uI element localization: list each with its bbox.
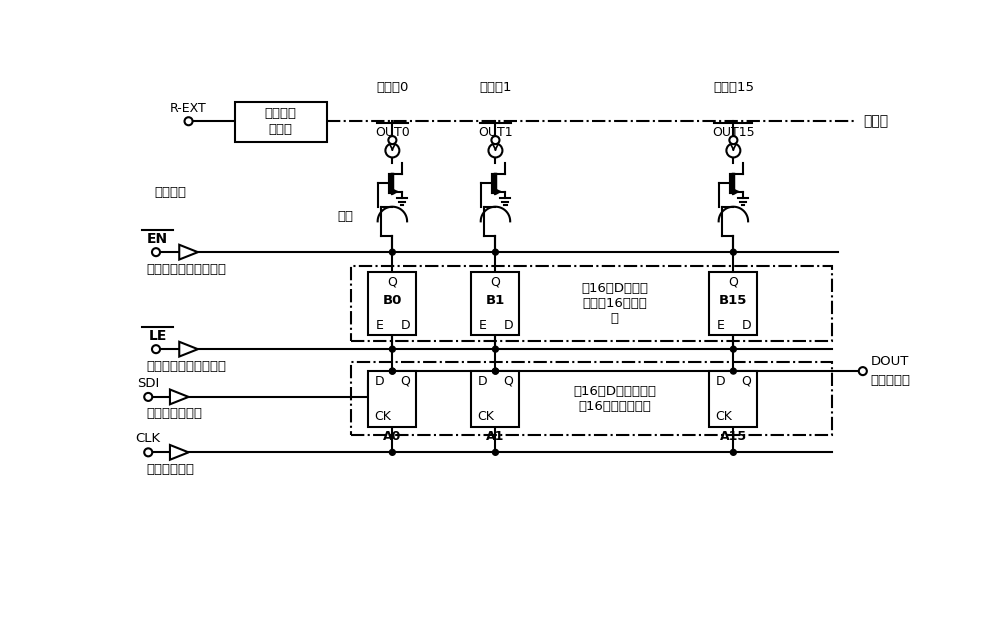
Text: Q: Q: [387, 275, 397, 288]
Circle shape: [493, 249, 498, 255]
Bar: [709, 371, 757, 426]
Text: B15: B15: [719, 294, 748, 307]
Bar: [368, 371, 416, 426]
Text: A15: A15: [720, 430, 747, 443]
Text: Q: Q: [503, 374, 513, 387]
Circle shape: [185, 117, 193, 125]
Bar: [235, 102, 326, 142]
Circle shape: [730, 249, 736, 255]
Circle shape: [389, 346, 395, 352]
Circle shape: [493, 368, 498, 374]
Text: 输出端0: 输出端0: [376, 81, 409, 94]
Text: 输出端1: 输出端1: [479, 81, 512, 94]
Text: D: D: [741, 319, 751, 332]
Text: OUT0: OUT0: [375, 126, 410, 139]
Text: 串行输入时钟: 串行输入时钟: [147, 463, 195, 476]
Circle shape: [730, 346, 736, 352]
Text: A0: A0: [383, 430, 402, 443]
Text: CK: CK: [716, 410, 733, 423]
Bar: [351, 266, 832, 342]
Circle shape: [726, 144, 740, 157]
Text: Q: Q: [741, 374, 751, 387]
Circle shape: [144, 448, 152, 456]
Text: 调节器: 调节器: [269, 123, 293, 136]
Bar: [471, 371, 519, 426]
Text: CLK: CLK: [136, 433, 161, 446]
Polygon shape: [170, 445, 189, 460]
Text: E: E: [376, 319, 384, 332]
Circle shape: [730, 368, 736, 374]
Circle shape: [389, 249, 395, 255]
Text: B0: B0: [383, 294, 402, 307]
Text: Q: Q: [728, 275, 738, 288]
Text: DOUT: DOUT: [871, 355, 909, 368]
Text: 串行输出端: 串行输出端: [871, 374, 911, 387]
Bar: [368, 272, 416, 335]
Text: 与门: 与门: [338, 210, 354, 223]
Text: CK: CK: [478, 410, 495, 423]
Text: 使能端（低电平有效）: 使能端（低电平有效）: [147, 262, 227, 275]
Bar: [709, 272, 757, 335]
Circle shape: [385, 144, 399, 157]
Bar: [471, 272, 519, 335]
Text: 由16个D触发器组成
的16位移位寄存器: 由16个D触发器组成 的16位移位寄存器: [573, 385, 656, 413]
Text: E: E: [479, 319, 487, 332]
Text: CK: CK: [375, 410, 392, 423]
Text: D: D: [716, 374, 725, 387]
Text: R-EXT: R-EXT: [170, 102, 207, 115]
Text: 锁存端（高电平有效）: 锁存端（高电平有效）: [147, 360, 227, 373]
Text: 输出电流: 输出电流: [265, 107, 297, 120]
Text: D: D: [503, 319, 513, 332]
Circle shape: [152, 248, 160, 256]
Circle shape: [491, 136, 499, 144]
Circle shape: [859, 367, 867, 375]
Polygon shape: [179, 342, 198, 357]
Text: 电流调端: 电流调端: [154, 186, 186, 199]
Text: OUT1: OUT1: [478, 126, 513, 139]
Text: D: D: [375, 374, 384, 387]
Circle shape: [493, 346, 498, 352]
Circle shape: [730, 449, 736, 456]
Circle shape: [493, 368, 498, 374]
Text: 由16个D锁存器
组成的16位锁存
器: 由16个D锁存器 组成的16位锁存 器: [581, 282, 648, 325]
Circle shape: [388, 136, 396, 144]
Text: B1: B1: [486, 294, 505, 307]
Circle shape: [152, 345, 160, 353]
Circle shape: [488, 144, 502, 157]
Text: Q: Q: [491, 275, 500, 288]
Text: Q: Q: [400, 374, 410, 387]
Text: E: E: [717, 319, 725, 332]
Text: OUT15: OUT15: [712, 126, 755, 139]
Text: SDI: SDI: [137, 377, 159, 390]
Text: LE: LE: [148, 329, 167, 343]
Circle shape: [493, 449, 498, 456]
Circle shape: [389, 449, 395, 456]
Circle shape: [389, 368, 395, 374]
Circle shape: [729, 136, 737, 144]
Text: D: D: [478, 374, 487, 387]
Text: EN: EN: [147, 232, 168, 246]
Text: A1: A1: [486, 430, 505, 443]
Circle shape: [389, 368, 395, 374]
Text: D: D: [400, 319, 410, 332]
Polygon shape: [179, 245, 198, 259]
Circle shape: [144, 393, 152, 401]
Text: 恒流源: 恒流源: [863, 115, 888, 128]
Polygon shape: [170, 389, 189, 404]
Text: 输出端15: 输出端15: [713, 81, 754, 94]
Text: 数据串行输入端: 数据串行输入端: [147, 407, 203, 420]
Bar: [351, 362, 832, 435]
